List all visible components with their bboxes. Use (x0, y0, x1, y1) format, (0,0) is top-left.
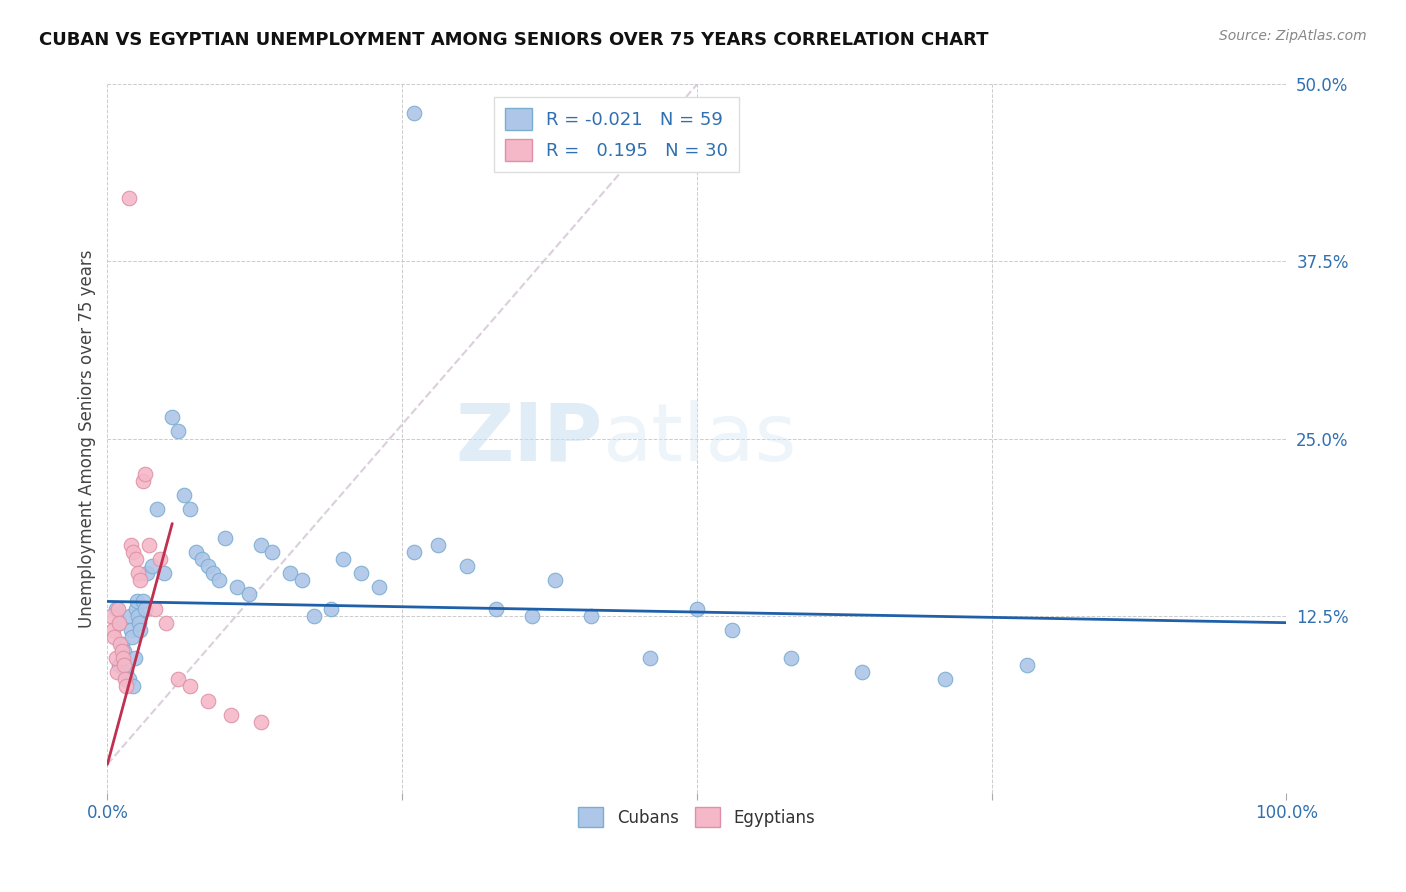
Legend: Cubans, Egyptians: Cubans, Egyptians (572, 800, 823, 834)
Point (108, 615, 131, 630)
Point (117, 673, 139, 687)
Point (118, 608, 141, 623)
Point (136, 566, 159, 580)
Point (115, 680, 138, 694)
Point (173, 488, 195, 502)
Point (332, 552, 354, 566)
Point (107, 601, 129, 615)
Point (108, 658, 131, 673)
Point (132, 594, 155, 608)
Point (114, 673, 136, 687)
Point (197, 693, 219, 707)
Point (103, 630, 125, 644)
Point (129, 623, 152, 637)
Point (149, 552, 172, 566)
Point (579, 608, 602, 623)
Point (117, 191, 139, 205)
Point (103, 623, 125, 637)
Point (112, 644, 135, 658)
Point (249, 714, 271, 729)
Point (127, 566, 149, 580)
Point (238, 587, 260, 601)
Text: CUBAN VS EGYPTIAN UNEMPLOYMENT AMONG SENIORS OVER 75 YEARS CORRELATION CHART: CUBAN VS EGYPTIAN UNEMPLOYMENT AMONG SEN… (39, 31, 988, 49)
Point (105, 665, 128, 680)
Point (638, 651, 661, 665)
Point (146, 502, 169, 516)
Point (402, 545, 425, 559)
Point (456, 559, 478, 574)
Point (160, 410, 183, 425)
Point (262, 545, 284, 559)
Point (544, 573, 567, 587)
Point (721, 623, 744, 637)
Point (134, 601, 156, 615)
Point (179, 680, 201, 694)
Point (132, 474, 155, 488)
Point (179, 502, 201, 516)
Point (110, 637, 132, 651)
Point (934, 673, 956, 687)
Point (226, 580, 249, 594)
Point (302, 608, 325, 623)
Point (190, 552, 212, 566)
Point (111, 651, 134, 665)
Point (485, 601, 508, 615)
Point (350, 566, 373, 580)
Point (367, 580, 389, 594)
Point (125, 594, 148, 608)
Point (291, 573, 314, 587)
Point (110, 644, 132, 658)
Point (184, 545, 207, 559)
Point (202, 566, 225, 580)
Point (219, 707, 242, 722)
Point (127, 608, 149, 623)
Text: Source: ZipAtlas.com: Source: ZipAtlas.com (1219, 29, 1367, 43)
Point (155, 615, 177, 630)
Point (120, 538, 142, 552)
Text: ZIP: ZIP (456, 400, 603, 477)
Point (1015, 658, 1038, 673)
Point (402, 105, 425, 120)
Point (214, 531, 236, 545)
Point (128, 615, 150, 630)
Point (780, 651, 803, 665)
Point (141, 559, 163, 574)
Point (124, 651, 146, 665)
Point (197, 559, 219, 574)
Point (122, 680, 145, 694)
Point (120, 623, 142, 637)
Point (167, 425, 190, 439)
Point (134, 467, 156, 481)
Point (851, 665, 873, 680)
Point (208, 573, 231, 587)
Point (167, 673, 190, 687)
Point (129, 573, 152, 587)
Point (249, 538, 271, 552)
Point (115, 665, 138, 680)
Point (122, 545, 145, 559)
Point (104, 601, 127, 615)
Point (108, 615, 131, 630)
Point (153, 566, 176, 580)
Point (125, 552, 148, 566)
Point (100, 608, 122, 623)
Point (112, 658, 135, 673)
Point (121, 630, 143, 644)
Y-axis label: Unemployment Among Seniors over 75 years: Unemployment Among Seniors over 75 years (79, 249, 96, 628)
Point (143, 601, 166, 615)
Point (125, 601, 148, 615)
Point (686, 601, 709, 615)
Point (278, 566, 301, 580)
Point (321, 601, 343, 615)
Text: atlas: atlas (603, 400, 797, 477)
Point (426, 538, 449, 552)
Point (104, 651, 127, 665)
Point (138, 538, 160, 552)
Point (520, 608, 543, 623)
Point (110, 637, 132, 651)
